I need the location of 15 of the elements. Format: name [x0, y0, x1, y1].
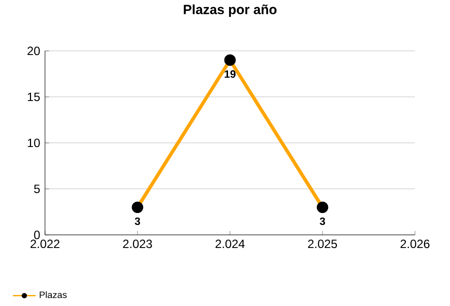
- y-tick-label: 15: [28, 92, 40, 102]
- x-tick-label: 2.023: [123, 240, 152, 248]
- y-tick-label: 0: [34, 230, 40, 240]
- legend-label: Plazas: [40, 291, 67, 298]
- data-label: 19: [224, 70, 236, 78]
- x-tick-label: 2.026: [400, 240, 430, 248]
- x-tick-label: 2.022: [30, 240, 60, 248]
- x-tick-label: 2.025: [308, 240, 337, 248]
- chart-title: Plazas por año: [184, 4, 277, 17]
- y-tick-label: 10: [28, 138, 40, 148]
- x-tick-label: 2.024: [216, 240, 245, 248]
- data-label: 3: [320, 218, 326, 226]
- data-label: 3: [134, 218, 140, 226]
- y-tick-label: 20: [28, 46, 40, 56]
- y-tick-label: 5: [34, 184, 40, 194]
